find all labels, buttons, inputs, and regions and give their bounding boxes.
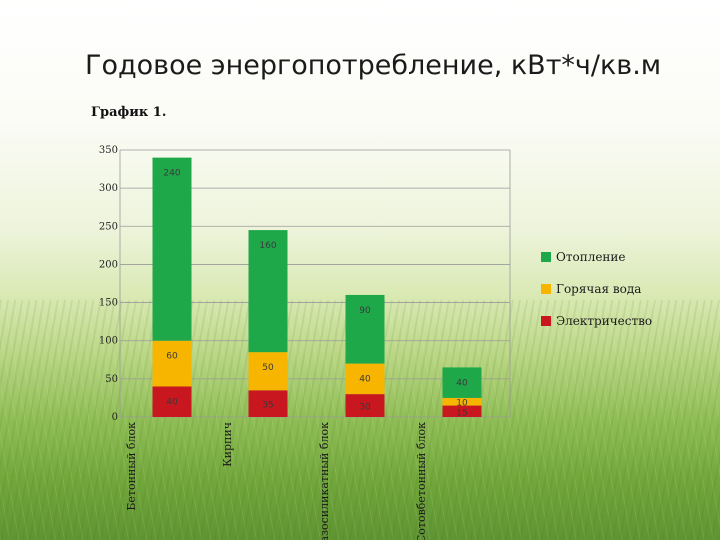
bar-segment (345, 363, 385, 395)
x-axis-labels: Бетонный блок Кирпич Газосиликатный блок Со… (125, 422, 428, 540)
legend: Отопление Горячая вода Электричество (541, 250, 652, 328)
data-label: 50 (262, 363, 274, 373)
bar-segment (248, 230, 288, 353)
x-category-label: Сотовбетонный блок (415, 422, 428, 540)
legend-swatch (541, 252, 551, 262)
bar-segment (248, 352, 288, 391)
bar-segment (152, 157, 192, 341)
y-tick-label: 0 (112, 412, 118, 423)
data-label: 40 (359, 375, 371, 385)
y-tick-label: 150 (99, 298, 118, 309)
bar-segment (152, 340, 192, 387)
y-tick-label: 200 (99, 259, 118, 270)
data-label: 30 (359, 403, 371, 413)
bar-segment (442, 405, 482, 417)
x-category-label: Газосиликатный блок (318, 422, 331, 540)
data-label: 90 (359, 306, 371, 316)
legend-label: Отопление (556, 250, 626, 264)
data-label: 40 (166, 397, 178, 407)
y-axis-ticks: 0 50 100 150 200 250 300 350 (99, 145, 118, 423)
legend-swatch (541, 284, 551, 294)
legend-label: Горячая вода (556, 282, 641, 296)
bar-segment (442, 367, 482, 398)
bar-segment (345, 394, 385, 417)
y-tick-label: 250 (99, 221, 118, 232)
bar-segment (345, 294, 385, 364)
data-label: 15 (456, 408, 467, 418)
data-label: 10 (456, 399, 468, 409)
x-category-label: Бетонный блок (125, 422, 138, 511)
data-label: 160 (259, 241, 276, 251)
y-tick-label: 50 (105, 374, 118, 385)
y-tick-label: 350 (99, 145, 118, 156)
data-label: 40 (456, 378, 468, 388)
page-title: Годовое энергопотребление, кВт*ч/кв.м (85, 50, 662, 81)
legend-swatch (541, 316, 551, 326)
x-category-label: Кирпич (221, 422, 234, 467)
data-label: 240 (163, 169, 180, 179)
bar-segment (248, 390, 288, 417)
y-tick-label: 300 (99, 183, 118, 194)
y-tick-label: 100 (99, 336, 118, 347)
data-label: 35 (262, 401, 273, 411)
bar-segment (442, 397, 482, 406)
legend-label: Электричество (556, 314, 652, 328)
chart-caption: График 1. (91, 105, 167, 120)
data-label: 60 (166, 352, 178, 362)
bar-segment (152, 386, 192, 417)
